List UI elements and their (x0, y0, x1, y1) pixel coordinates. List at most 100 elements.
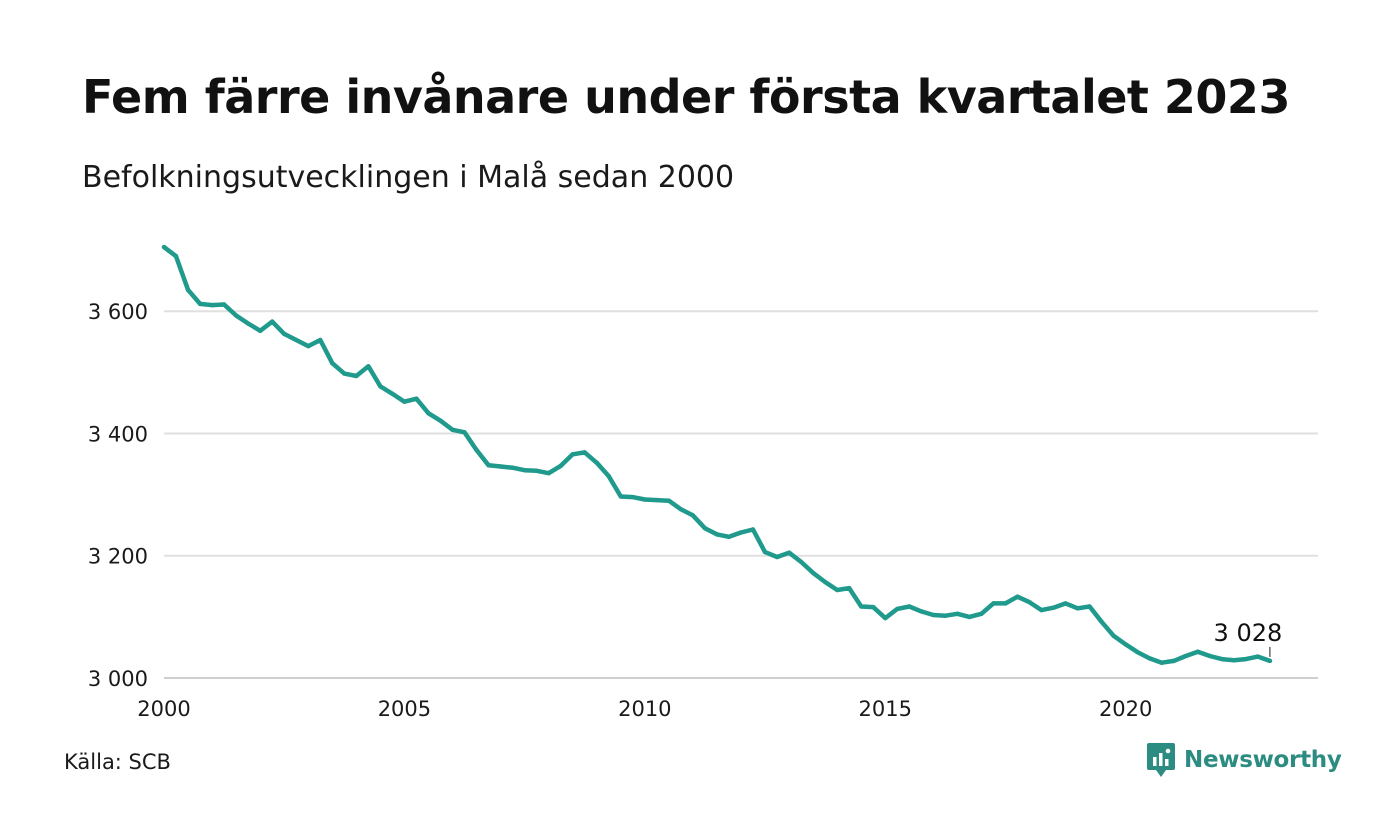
data-point (1087, 604, 1092, 609)
data-point (197, 301, 203, 307)
data-point (306, 343, 311, 349)
data-point (1255, 654, 1261, 659)
data-point (1111, 633, 1116, 638)
y-axis-ticks: 3 000 3 200 3 400 3 600 (88, 300, 148, 691)
data-point (630, 494, 635, 500)
data-point (522, 468, 527, 473)
data-point (402, 399, 407, 404)
data-point (654, 497, 660, 503)
data-point (822, 579, 828, 585)
data-point (642, 497, 647, 502)
data-point (1195, 649, 1201, 654)
data-point (991, 601, 996, 606)
data-point (582, 450, 587, 455)
data-point (895, 606, 900, 612)
data-point (1075, 606, 1080, 611)
data-point (498, 464, 503, 469)
data-point (1015, 594, 1020, 599)
data-point (450, 427, 455, 432)
data-point (702, 526, 708, 531)
end-value-label: 3 028 (1214, 619, 1283, 647)
data-point (209, 302, 215, 308)
x-tick-label: 2015 (859, 697, 912, 721)
data-point (1231, 658, 1237, 663)
data-point (678, 507, 684, 512)
data-point (510, 465, 515, 470)
data-point (390, 391, 395, 396)
data-point (534, 468, 539, 473)
data-point (919, 609, 924, 614)
brand-name: Newsworthy (1184, 747, 1342, 773)
data-point (1219, 656, 1225, 662)
data-point (762, 549, 768, 555)
data-point (979, 611, 984, 616)
data-point (342, 371, 347, 376)
data-point (1267, 658, 1273, 664)
data-point (871, 604, 876, 610)
x-tick-label: 2000 (137, 697, 190, 721)
data-point (810, 570, 816, 576)
data-point (378, 384, 383, 389)
grid-lines (164, 310, 1318, 679)
newsworthy-logo-icon (1147, 743, 1175, 777)
y-tick-label: 3 400 (88, 422, 148, 446)
data-point (907, 604, 912, 609)
data-point (414, 396, 419, 401)
data-point (1243, 656, 1249, 662)
data-point (1207, 653, 1213, 659)
data-point (774, 554, 780, 560)
data-point (1099, 619, 1104, 624)
x-tick-label: 2020 (1099, 697, 1152, 721)
data-point (1063, 601, 1068, 606)
y-tick-label: 3 000 (88, 667, 148, 691)
data-points (161, 244, 1273, 665)
data-point (258, 328, 263, 333)
data-point (847, 585, 852, 591)
data-point (233, 313, 239, 318)
data-point (750, 527, 756, 532)
data-point (1159, 660, 1164, 665)
data-point (1135, 650, 1140, 655)
x-tick-label: 2005 (378, 697, 431, 721)
data-point (1123, 642, 1128, 647)
data-point (594, 460, 599, 465)
data-point (426, 411, 431, 416)
data-point (546, 471, 551, 476)
source-note: Källa: SCB (64, 750, 171, 774)
data-point (294, 337, 299, 343)
data-point (943, 613, 948, 618)
data-point (835, 587, 840, 593)
data-point (270, 319, 275, 324)
data-point (606, 474, 611, 479)
data-point (618, 494, 623, 499)
data-point (330, 361, 335, 366)
data-point (1183, 653, 1189, 659)
data-point (967, 614, 972, 620)
data-point (1171, 658, 1177, 664)
data-point (786, 550, 792, 555)
data-point (558, 463, 563, 469)
data-point (798, 559, 804, 565)
data-point (221, 302, 227, 307)
data-point (1051, 605, 1056, 610)
data-point (1027, 600, 1032, 605)
newsworthy-logo: Newsworthy (1146, 742, 1342, 778)
data-point (955, 611, 960, 616)
data-point (726, 534, 732, 539)
chart-subtitle: Befolkningsutvecklingen i Malå sedan 200… (82, 160, 735, 195)
data-point (173, 254, 179, 259)
x-tick-label: 2010 (618, 697, 671, 721)
data-point (438, 418, 443, 423)
data-point (366, 364, 371, 369)
data-point (354, 373, 359, 379)
x-axis-ticks: 2000 2005 2010 2015 2020 (137, 697, 1152, 721)
y-tick-label: 3 600 (88, 300, 148, 324)
data-point (1003, 601, 1008, 606)
data-point (486, 463, 491, 468)
data-point (462, 430, 467, 435)
data-point (161, 244, 167, 250)
chart-title: Fem färre invånare under första kvartale… (82, 70, 1290, 124)
data-point (474, 447, 479, 453)
data-point (666, 498, 672, 503)
